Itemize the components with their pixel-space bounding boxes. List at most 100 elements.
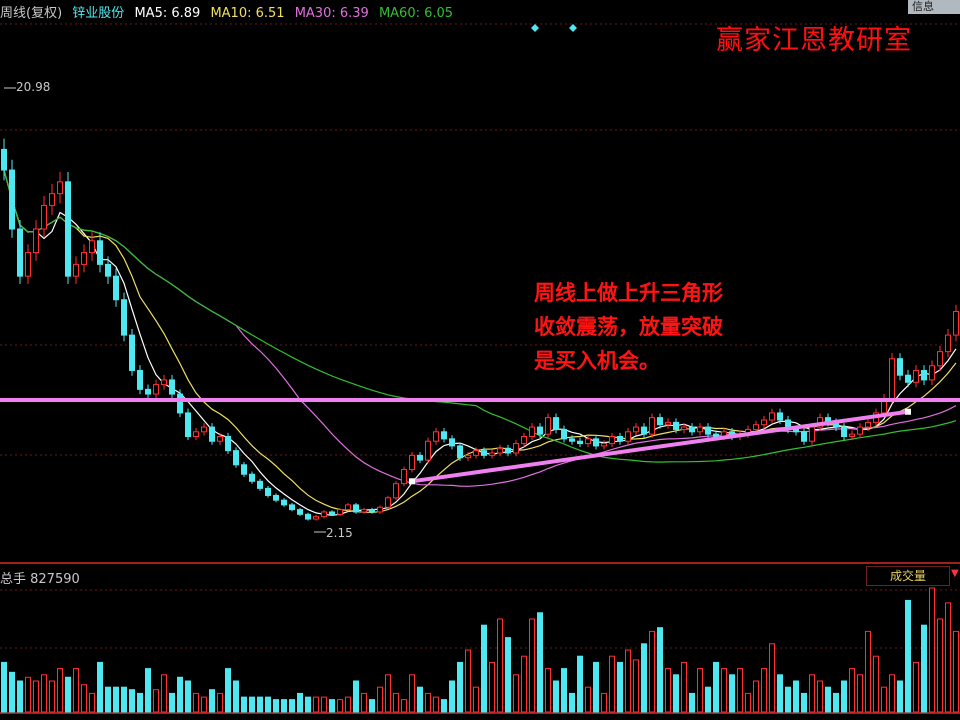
candle-up bbox=[321, 511, 327, 518]
volume-bar-up bbox=[345, 696, 351, 713]
volume-bar-up bbox=[473, 686, 479, 713]
volume-bar-down bbox=[841, 680, 847, 713]
candle-up bbox=[937, 351, 943, 367]
volume-bar-up bbox=[945, 602, 951, 713]
volume-bar-up bbox=[217, 692, 223, 713]
candle-up bbox=[161, 379, 167, 386]
indicator-select[interactable]: 成交量 bbox=[866, 566, 950, 586]
volume-bar-down bbox=[209, 689, 215, 713]
volume-bar-up bbox=[49, 680, 55, 713]
volume-bar-down bbox=[801, 692, 807, 713]
volume-bar-down bbox=[785, 686, 791, 713]
volume-bar-up bbox=[489, 661, 495, 713]
event-marker-icon bbox=[531, 24, 539, 32]
candle-down bbox=[241, 464, 247, 475]
volume-bar-up bbox=[313, 696, 319, 713]
volume-bar-down bbox=[105, 686, 111, 713]
volume-bar-up bbox=[201, 696, 207, 713]
candle-up bbox=[425, 440, 431, 461]
candle-up bbox=[497, 447, 503, 454]
candle-down bbox=[225, 436, 231, 452]
candle-up bbox=[393, 483, 399, 499]
candle-down bbox=[169, 379, 175, 395]
volume-bar-up bbox=[809, 674, 815, 713]
volume-bar-down bbox=[121, 686, 127, 713]
volume-bar-down bbox=[329, 699, 335, 713]
annotation-line: 收敛震荡，放量突破 bbox=[534, 315, 723, 339]
trendline-anchor bbox=[409, 478, 415, 485]
candle-up bbox=[345, 504, 351, 511]
volume-bar-up bbox=[745, 692, 751, 713]
candle-down bbox=[257, 480, 263, 489]
volume-bar-down bbox=[825, 686, 831, 713]
ma5-value: MA5: 6.89 bbox=[134, 6, 201, 21]
volume-bar-up bbox=[761, 668, 767, 713]
ascending-trendline bbox=[411, 409, 909, 484]
candle-down bbox=[793, 428, 799, 433]
volume-bar-down bbox=[273, 699, 279, 713]
volume-bar-down bbox=[257, 696, 263, 713]
volume-bar-down bbox=[593, 661, 599, 713]
candle-down bbox=[273, 494, 279, 501]
annotation-line: 是买入机会。 bbox=[534, 349, 660, 373]
candle-down bbox=[113, 275, 119, 301]
candle-down bbox=[505, 447, 511, 454]
ma10-value: MA10: 6.51 bbox=[210, 6, 285, 21]
candle-down bbox=[705, 426, 711, 435]
candle-up bbox=[433, 431, 439, 442]
volume-bar-up bbox=[721, 668, 727, 713]
volume-bar-up bbox=[817, 680, 823, 713]
candle-down bbox=[233, 450, 239, 466]
candle-up bbox=[25, 252, 31, 277]
candle-up bbox=[953, 311, 959, 336]
candle-down bbox=[617, 436, 623, 442]
candle-down bbox=[673, 421, 679, 430]
candle-down bbox=[1, 148, 7, 171]
candle-up bbox=[697, 426, 703, 433]
chart-header: 周线(复权) 锌业股份 MA5: 6.89 MA10: 6.51 MA30: 6… bbox=[0, 2, 459, 21]
candle-up bbox=[193, 431, 199, 438]
volume-bar-down bbox=[353, 680, 359, 713]
ma30-value: MA30: 6.39 bbox=[294, 6, 369, 21]
volume-bar-up bbox=[753, 680, 759, 713]
dropdown-arrow-icon[interactable]: ▼ bbox=[951, 568, 959, 579]
candle-down bbox=[417, 454, 423, 461]
volume-bar-up bbox=[601, 692, 607, 713]
candle-down bbox=[801, 431, 807, 442]
stock-name: 锌业股份 bbox=[72, 6, 125, 21]
candle-up bbox=[81, 252, 87, 265]
volume-bar-down bbox=[505, 637, 511, 713]
volume-bar-down bbox=[297, 692, 303, 713]
volume-bar-down bbox=[561, 668, 567, 713]
candle-down bbox=[281, 499, 287, 506]
candle-down bbox=[9, 169, 15, 230]
volume-bar-up bbox=[633, 659, 639, 713]
volume-bar-down bbox=[185, 680, 191, 713]
candle-up bbox=[521, 436, 527, 445]
volume-bar-down bbox=[265, 696, 271, 713]
volume-bar-down bbox=[305, 696, 311, 713]
volume-bar-down bbox=[713, 661, 719, 713]
candle-up bbox=[601, 443, 607, 447]
volume-bar-up bbox=[73, 668, 79, 713]
volume-bar-up bbox=[769, 643, 775, 713]
candle-up bbox=[361, 509, 367, 513]
info-button[interactable]: 信息 bbox=[908, 0, 960, 14]
candle-down bbox=[97, 240, 103, 265]
volume-bar-up bbox=[545, 668, 551, 713]
volume-bar-down bbox=[233, 680, 239, 713]
candle-up bbox=[889, 358, 895, 400]
candle-down bbox=[145, 388, 151, 395]
volume-bar-up bbox=[393, 692, 399, 713]
volume-bar-up bbox=[385, 674, 391, 713]
volume-bar-up bbox=[737, 668, 743, 713]
volume-bar-down bbox=[537, 612, 543, 713]
volume-bar-up bbox=[857, 674, 863, 713]
volume-bar-up bbox=[337, 699, 343, 713]
volume-bar-up bbox=[929, 587, 935, 713]
candle-down bbox=[185, 412, 191, 438]
candle-down bbox=[249, 473, 255, 482]
candle-up bbox=[545, 417, 551, 435]
candle-up bbox=[609, 436, 615, 445]
volume-bar-down bbox=[569, 692, 575, 713]
